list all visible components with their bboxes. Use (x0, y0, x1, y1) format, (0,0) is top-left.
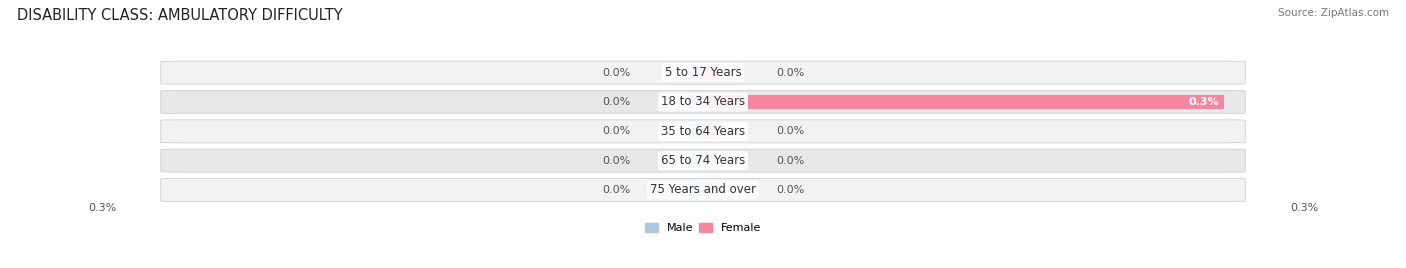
Text: 0.0%: 0.0% (776, 68, 804, 78)
Text: 0.0%: 0.0% (602, 156, 630, 166)
FancyBboxPatch shape (160, 149, 1246, 172)
Text: 75 Years and over: 75 Years and over (650, 184, 756, 196)
Bar (689, 65, 703, 80)
Bar (689, 95, 703, 109)
Bar (703, 183, 717, 198)
Text: 65 to 74 Years: 65 to 74 Years (661, 154, 745, 167)
Text: 0.0%: 0.0% (776, 185, 804, 195)
Text: 0.0%: 0.0% (602, 126, 630, 136)
Text: 0.3%: 0.3% (1289, 203, 1319, 213)
Text: 18 to 34 Years: 18 to 34 Years (661, 95, 745, 109)
Bar (703, 153, 717, 168)
Text: 0.0%: 0.0% (776, 156, 804, 166)
Bar (689, 124, 703, 139)
FancyBboxPatch shape (160, 61, 1246, 84)
Bar (689, 153, 703, 168)
Bar (703, 95, 1225, 109)
Text: 0.0%: 0.0% (776, 126, 804, 136)
Text: 5 to 17 Years: 5 to 17 Years (665, 66, 741, 79)
Legend: Male, Female: Male, Female (640, 218, 766, 238)
Bar (689, 183, 703, 198)
FancyBboxPatch shape (160, 120, 1246, 143)
Text: 0.0%: 0.0% (602, 68, 630, 78)
FancyBboxPatch shape (160, 91, 1246, 113)
Bar (703, 124, 717, 139)
Text: DISABILITY CLASS: AMBULATORY DIFFICULTY: DISABILITY CLASS: AMBULATORY DIFFICULTY (17, 8, 343, 23)
Text: 0.3%: 0.3% (87, 203, 117, 213)
Text: Source: ZipAtlas.com: Source: ZipAtlas.com (1278, 8, 1389, 18)
Bar (703, 65, 717, 80)
FancyBboxPatch shape (160, 178, 1246, 202)
Text: 0.0%: 0.0% (602, 97, 630, 107)
Text: 0.0%: 0.0% (602, 185, 630, 195)
Text: 0.3%: 0.3% (1188, 97, 1219, 107)
Text: 35 to 64 Years: 35 to 64 Years (661, 125, 745, 138)
